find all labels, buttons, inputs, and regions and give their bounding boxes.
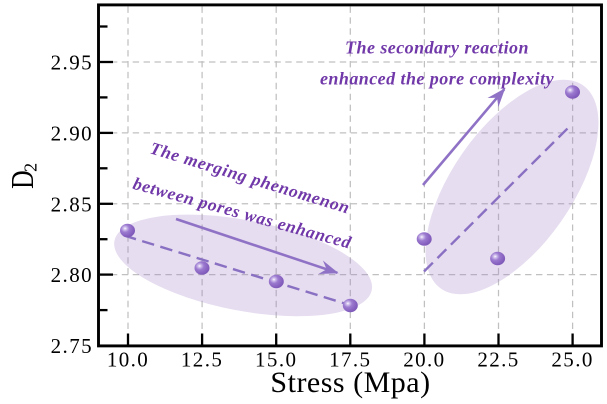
svg-text:15.0: 15.0 — [255, 348, 297, 372]
svg-text:2.85: 2.85 — [51, 192, 93, 216]
svg-text:10.0: 10.0 — [107, 348, 149, 372]
svg-text:The secondary reaction: The secondary reaction — [345, 38, 529, 58]
svg-text:D: D — [5, 170, 40, 188]
svg-text:12.5: 12.5 — [181, 348, 223, 372]
svg-text:20.0: 20.0 — [403, 348, 445, 372]
svg-text:2: 2 — [21, 163, 41, 172]
svg-text:2.95: 2.95 — [51, 51, 93, 75]
svg-text:2.80: 2.80 — [51, 263, 93, 287]
svg-text:2.90: 2.90 — [51, 122, 93, 146]
svg-text:17.5: 17.5 — [329, 348, 371, 372]
svg-text:enhanced the pore complexity: enhanced the pore complexity — [320, 69, 555, 89]
svg-text:Stress (Mpa): Stress (Mpa) — [270, 366, 430, 399]
svg-text:2.75: 2.75 — [51, 334, 93, 358]
svg-text:22.5: 22.5 — [477, 348, 519, 372]
svg-text:25.0: 25.0 — [551, 348, 593, 372]
